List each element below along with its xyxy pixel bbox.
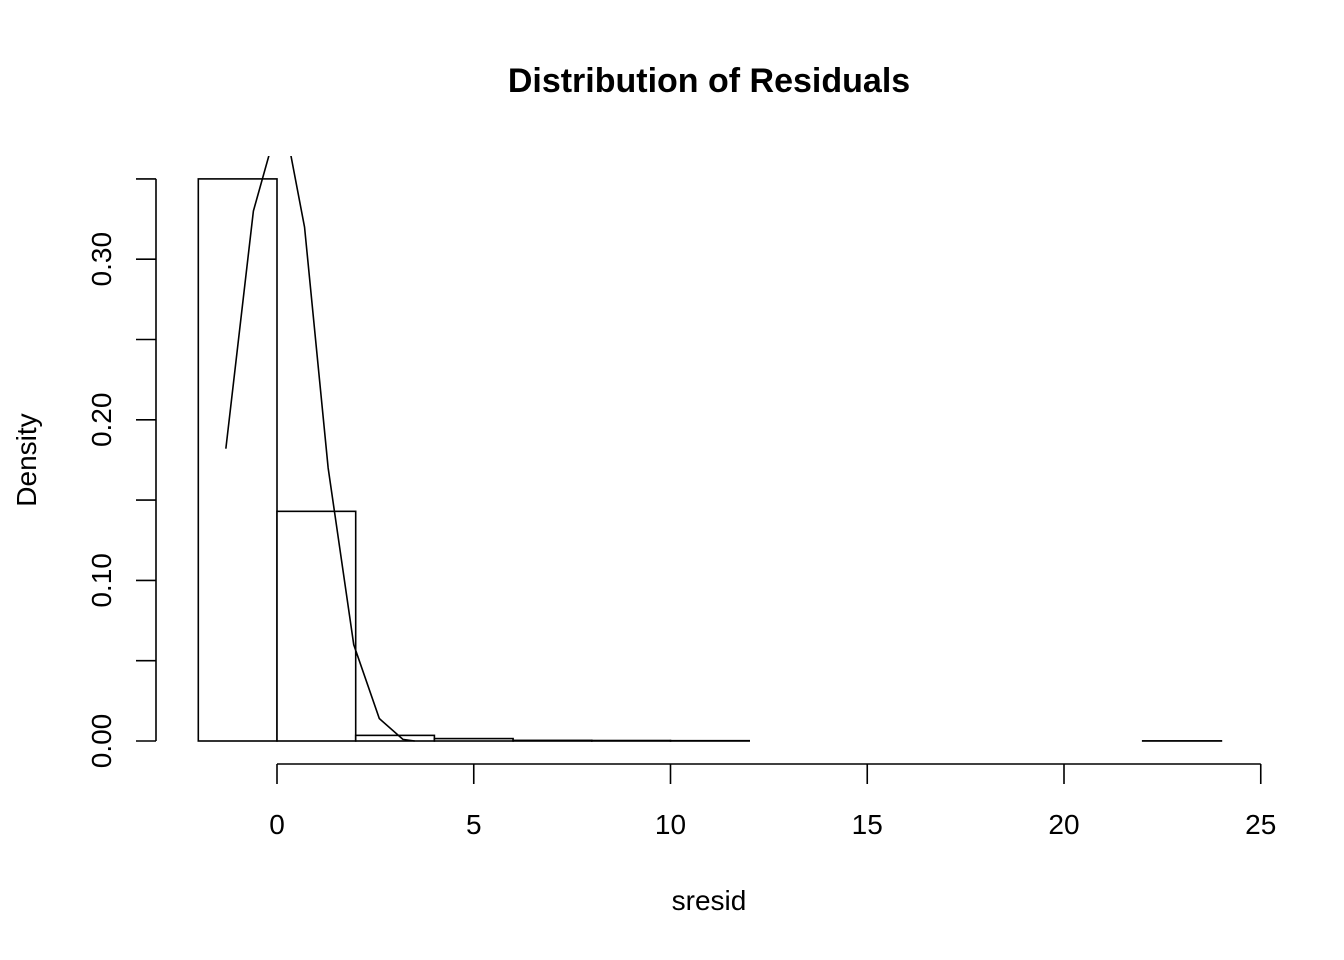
histogram-bar-4	[512, 739, 593, 742]
y-tick-label-0: 0.00	[86, 714, 117, 769]
x-tick-label-0: 0	[269, 809, 285, 840]
histogram-bar-3	[433, 737, 514, 742]
y-axis: 0.00 0.10 0.20 0.30	[86, 178, 157, 769]
density-curve-group	[225, 156, 415, 742]
x-tick-label-2: 10	[655, 809, 686, 840]
histogram-bar-0	[197, 178, 278, 742]
y-tick-label-4: 0.20	[86, 393, 117, 448]
histogram-bars	[197, 178, 1223, 742]
histogram-bar-1	[276, 510, 357, 742]
x-tick-label-3: 15	[852, 809, 883, 840]
x-tick-label-1: 5	[466, 809, 482, 840]
chart-title: Distribution of Residuals	[508, 62, 910, 100]
density-curve	[225, 156, 415, 742]
y-tick-label-6: 0.30	[86, 232, 117, 287]
y-axis-label: Density	[11, 413, 42, 506]
y-tick-label-2: 0.10	[86, 553, 117, 608]
x-axis: 0 5 10 15 20 25	[269, 763, 1276, 840]
x-tick-label-4: 20	[1048, 809, 1079, 840]
x-axis-label: sresid	[672, 885, 747, 916]
histogram-bar-2	[354, 734, 436, 742]
x-tick-label-5: 25	[1245, 809, 1276, 840]
